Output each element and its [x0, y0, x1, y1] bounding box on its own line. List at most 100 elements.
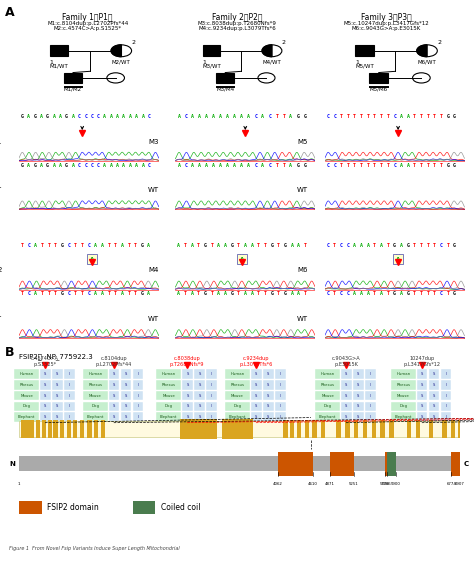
Text: A: A	[380, 291, 383, 296]
Bar	[194, 391, 205, 400]
Text: p.E3015K: p.E3015K	[334, 362, 358, 367]
Text: T: T	[54, 243, 57, 248]
Bar	[202, 45, 220, 56]
Text: S: S	[186, 383, 189, 387]
Text: G: G	[284, 291, 287, 296]
Text: C: C	[84, 162, 87, 168]
Text: A: A	[129, 162, 132, 168]
Bar	[54, 420, 58, 438]
Bar	[180, 419, 217, 439]
Text: T: T	[340, 162, 343, 168]
Bar	[156, 402, 181, 411]
Text: S: S	[255, 415, 257, 419]
Text: G: G	[271, 243, 273, 248]
Bar	[40, 412, 51, 422]
Bar	[100, 420, 105, 438]
Text: S: S	[44, 394, 46, 398]
Text: 6774: 6774	[447, 482, 456, 486]
Text: c.4574C>A: c.4574C>A	[31, 356, 59, 361]
Text: T: T	[427, 291, 429, 296]
Bar	[121, 391, 131, 400]
Text: A: A	[227, 162, 229, 168]
Text: C: C	[393, 162, 396, 168]
Text: S: S	[267, 383, 270, 387]
Text: 5900: 5900	[391, 482, 401, 486]
Text: Dog: Dog	[165, 404, 173, 408]
Bar	[429, 412, 439, 422]
Bar	[429, 380, 439, 390]
Text: I: I	[370, 404, 371, 408]
Text: WT: WT	[297, 187, 308, 193]
Text: T: T	[275, 162, 278, 168]
Text: T: T	[197, 243, 200, 248]
Text: T: T	[81, 291, 83, 296]
Text: Dog: Dog	[23, 404, 30, 408]
Text: WT: WT	[297, 316, 308, 322]
Text: A: A	[121, 291, 124, 296]
Text: T: T	[346, 162, 349, 168]
Text: I: I	[280, 372, 281, 376]
Bar	[206, 391, 217, 400]
Text: T: T	[264, 243, 267, 248]
Text: S: S	[255, 394, 257, 398]
Text: M3/WT: M3/WT	[202, 63, 221, 68]
Bar	[64, 73, 82, 84]
Text: Human: Human	[396, 372, 410, 376]
Bar	[121, 402, 131, 411]
Text: Elephant: Elephant	[18, 415, 35, 419]
Text: T: T	[264, 291, 267, 296]
Text: G: G	[65, 114, 68, 119]
Bar	[237, 255, 246, 264]
Text: 5251: 5251	[349, 482, 359, 486]
Text: A: A	[224, 291, 227, 296]
Text: M3/M4: M3/M4	[216, 87, 234, 92]
Bar	[416, 420, 420, 438]
Bar	[156, 412, 181, 422]
Text: A: A	[147, 243, 150, 248]
Text: A: A	[353, 243, 356, 248]
Text: S: S	[56, 383, 59, 387]
Text: A: A	[141, 162, 145, 168]
Text: T: T	[380, 114, 383, 119]
Text: A: A	[135, 162, 138, 168]
Text: Elephant: Elephant	[395, 415, 412, 419]
Text: S: S	[56, 404, 59, 408]
Text: A: A	[147, 291, 150, 296]
Text: I: I	[137, 394, 139, 398]
Text: A: A	[400, 162, 403, 168]
Bar	[19, 501, 42, 514]
Text: T: T	[373, 243, 376, 248]
Bar	[278, 452, 313, 476]
Text: Elephant: Elephant	[229, 415, 246, 419]
Text: T: T	[210, 291, 213, 296]
Bar	[133, 501, 155, 514]
Text: M3:c.8038dup:p.T2680Nfs*9: M3:c.8038dup:p.T2680Nfs*9	[198, 21, 276, 26]
Bar	[353, 369, 364, 379]
Text: I: I	[370, 415, 371, 419]
Text: S: S	[113, 404, 115, 408]
Bar	[182, 369, 193, 379]
Bar	[315, 391, 340, 400]
Bar	[156, 369, 181, 379]
Text: Rhesus: Rhesus	[88, 383, 102, 387]
Text: Family 1（P1）: Family 1（P1）	[63, 13, 113, 22]
Text: S: S	[125, 415, 128, 419]
Text: G: G	[230, 243, 233, 248]
Bar	[121, 380, 131, 390]
Text: T: T	[275, 114, 278, 119]
Bar	[391, 380, 416, 390]
Bar	[133, 380, 143, 390]
Text: T: T	[353, 114, 356, 119]
Bar	[194, 369, 205, 379]
Text: Elephant: Elephant	[160, 415, 177, 419]
Text: I: I	[137, 404, 139, 408]
Bar	[216, 73, 234, 84]
Text: M2:c.4574C>A:p.S1525*: M2:c.4574C>A:p.S1525*	[54, 26, 122, 31]
Text: WT: WT	[0, 187, 2, 193]
Text: A: A	[101, 291, 104, 296]
Text: A: A	[291, 243, 293, 248]
Text: A: A	[103, 114, 106, 119]
Bar	[156, 380, 181, 390]
Bar	[222, 419, 253, 439]
Text: 4062: 4062	[273, 482, 283, 486]
